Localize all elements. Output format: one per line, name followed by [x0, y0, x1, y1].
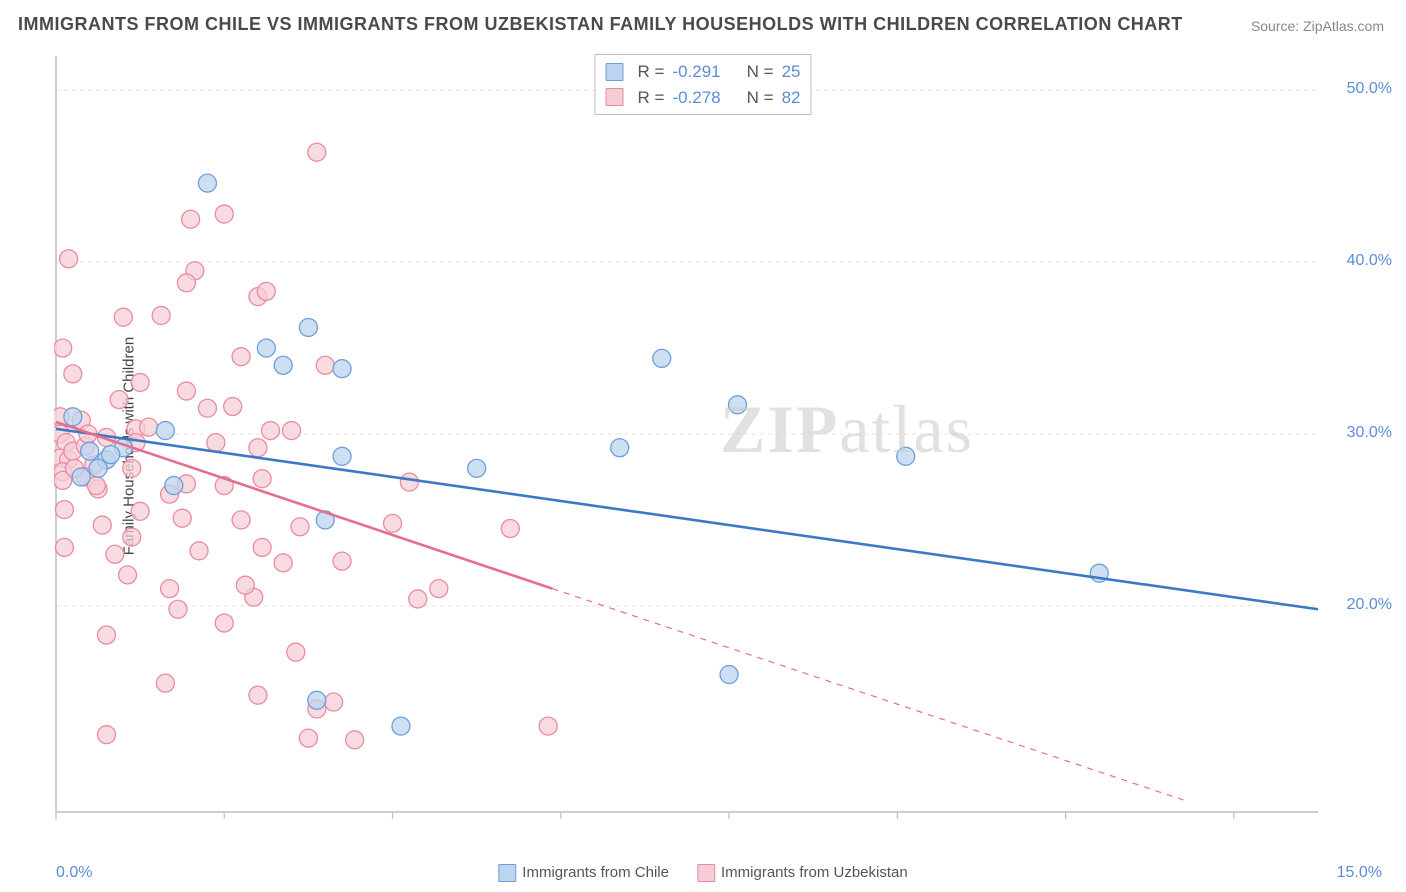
x-axis-min-label: 0.0%: [56, 864, 92, 882]
y-tick-label: 20.0%: [1347, 596, 1392, 614]
series-legend: Immigrants from Chile Immigrants from Uz…: [498, 864, 907, 882]
swatch-uzbekistan: [606, 88, 624, 106]
swatch-chile: [606, 63, 624, 81]
swatch-chile-icon: [498, 864, 516, 882]
y-tick-label: 30.0%: [1347, 424, 1392, 442]
legend-item-chile: Immigrants from Chile: [498, 864, 669, 882]
legend-row-chile: R = -0.291 N = 25: [606, 59, 801, 85]
correlation-legend: R = -0.291 N = 25 R = -0.278 N = 82: [595, 54, 812, 115]
chart-svg: [54, 54, 1384, 844]
legend-row-uzbekistan: R = -0.278 N = 82: [606, 85, 801, 111]
y-tick-label: 40.0%: [1347, 252, 1392, 270]
chart-plot-area: [54, 54, 1384, 844]
swatch-uzbekistan-icon: [697, 864, 715, 882]
legend-item-uzbekistan: Immigrants from Uzbekistan: [697, 864, 908, 882]
chart-title: IMMIGRANTS FROM CHILE VS IMMIGRANTS FROM…: [18, 14, 1183, 35]
source-attribution: Source: ZipAtlas.com: [1251, 18, 1384, 34]
x-axis-max-label: 15.0%: [1337, 864, 1382, 882]
y-tick-label: 50.0%: [1347, 80, 1392, 98]
